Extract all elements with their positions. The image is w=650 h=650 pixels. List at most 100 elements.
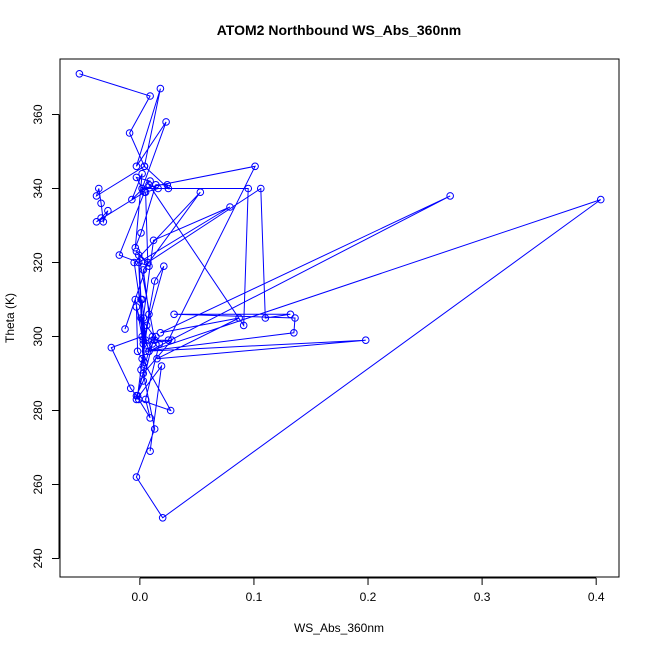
- data-point: [132, 395, 141, 404]
- x-tick-label: 0.2: [360, 590, 377, 604]
- data-point: [137, 314, 145, 322]
- data-point: [163, 181, 172, 189]
- data-point: [145, 181, 153, 189]
- data-point: [132, 303, 141, 311]
- data-point: [107, 343, 116, 352]
- data-point: [290, 329, 298, 337]
- data-point: [164, 184, 173, 193]
- y-tick-label: 320: [31, 252, 45, 272]
- y-tick-label: 260: [31, 474, 45, 494]
- data-point: [137, 295, 145, 304]
- data-point: [142, 321, 151, 330]
- data-point: [141, 336, 150, 345]
- data-point: [115, 251, 124, 259]
- data-point: [148, 332, 157, 341]
- data-point: [131, 243, 140, 252]
- y-tick-label: 240: [31, 548, 45, 568]
- data-point: [261, 314, 270, 322]
- data-point: [157, 362, 166, 370]
- data-point: [139, 369, 148, 378]
- data-point: [133, 347, 142, 356]
- x-axis-label: WS_Abs_360nm: [294, 621, 384, 635]
- data-point: [133, 391, 142, 400]
- chart-title: ATOM2 Northbound WS_Abs_360nm: [217, 22, 462, 38]
- data-point: [97, 199, 105, 208]
- data-point: [134, 258, 143, 267]
- data-point: [158, 514, 167, 522]
- data-point: [139, 336, 148, 345]
- data-point: [139, 340, 148, 348]
- data-point: [146, 177, 154, 185]
- data-point: [145, 262, 153, 271]
- data-point: [140, 358, 149, 367]
- data-point: [286, 310, 295, 319]
- data-point: [150, 425, 159, 433]
- data-point: [134, 251, 143, 259]
- data-point: [361, 336, 370, 345]
- data-point: [141, 395, 150, 404]
- data-point: [139, 266, 148, 274]
- data-point: [239, 321, 248, 330]
- data-point: [144, 258, 152, 267]
- data-point: [291, 314, 299, 322]
- y-tick-label: 360: [31, 104, 45, 124]
- y-tick-label: 340: [31, 178, 45, 198]
- data-point: [121, 325, 129, 333]
- data-point: [94, 184, 103, 193]
- data-point: [139, 377, 148, 385]
- x-tick-label: 0.4: [588, 590, 605, 604]
- y-tick-label: 280: [31, 400, 45, 420]
- data-point: [92, 192, 101, 200]
- data-point: [149, 236, 158, 245]
- data-point: [145, 347, 153, 356]
- data-point: [244, 184, 253, 193]
- data-point: [152, 332, 160, 341]
- data-point: [138, 169, 146, 178]
- x-tick-label: 0.1: [246, 590, 263, 604]
- data-point: [138, 354, 146, 363]
- data-point: [168, 336, 176, 345]
- data-point: [235, 314, 243, 322]
- data-point: [162, 118, 170, 126]
- data-point: [132, 162, 141, 171]
- data-point: [196, 188, 205, 196]
- y-axis-label: Theta (K): [3, 293, 17, 343]
- data-point: [146, 447, 154, 456]
- data-point: [256, 184, 265, 193]
- data-point: [155, 340, 164, 348]
- data-point: [92, 218, 101, 226]
- data-point: [137, 229, 145, 237]
- data-point: [125, 129, 134, 137]
- y-axis: 240 260 280 300 320 340 360: [31, 104, 60, 569]
- data-point: [160, 262, 168, 271]
- data-point: [150, 336, 159, 345]
- data-point: [166, 406, 175, 415]
- data-point: [137, 366, 145, 374]
- data-point: [141, 188, 150, 196]
- x-axis: 0.0 0.1 0.2 0.3 0.4: [132, 577, 605, 604]
- x-tick-label: 0.3: [474, 590, 491, 604]
- data-series: [75, 70, 605, 522]
- data-point: [97, 214, 105, 222]
- data-point: [145, 310, 153, 319]
- data-point: [139, 314, 148, 322]
- data-point: [104, 206, 112, 215]
- data-point: [156, 84, 165, 93]
- y-tick-label: 300: [31, 326, 45, 346]
- data-point: [146, 414, 154, 422]
- data-point: [146, 92, 154, 100]
- data-point: [164, 336, 173, 345]
- data-point: [140, 162, 149, 171]
- data-point: [132, 173, 141, 182]
- data-point: [141, 347, 150, 356]
- data-point: [446, 192, 454, 200]
- data-point: [156, 329, 165, 337]
- data-point: [153, 354, 161, 363]
- x-tick-label: 0.0: [132, 590, 149, 604]
- data-point: [130, 258, 138, 267]
- data-point: [139, 362, 148, 370]
- data-point: [126, 384, 135, 393]
- series-line: [79, 73, 601, 519]
- data-point: [132, 247, 141, 256]
